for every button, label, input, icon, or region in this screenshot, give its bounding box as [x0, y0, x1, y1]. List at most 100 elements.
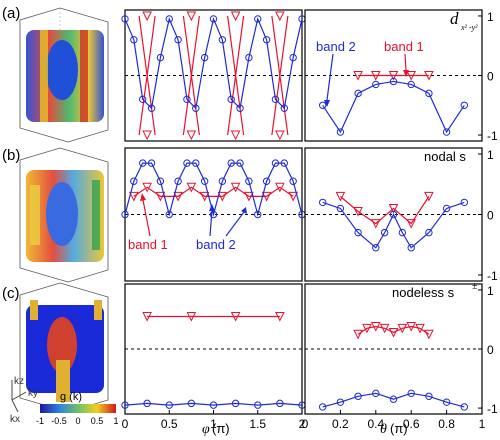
point-band1: [230, 130, 241, 141]
y-tick-label: 1: [487, 284, 494, 298]
point-band2: [147, 159, 156, 167]
x-tick-label: 0: [122, 417, 129, 431]
point-band1: [230, 312, 241, 322]
x-tick-label: 0.5: [161, 417, 178, 431]
x-tick-label: 0.2: [332, 417, 349, 431]
point-band2: [407, 389, 415, 398]
kz-label: kz: [14, 376, 24, 387]
point-band2: [262, 36, 271, 44]
y-tick-label: -1: [487, 129, 498, 143]
point-band1: [424, 191, 434, 202]
point-band2: [280, 159, 288, 167]
point-band2: [372, 80, 380, 89]
plot-b-left: [121, 147, 306, 282]
series-line-band1: [271, 15, 289, 136]
row-title-c-sup: ±: [472, 281, 478, 292]
fermi-surface-c: [19, 282, 109, 413]
point-band2: [425, 228, 433, 237]
point-band2: [336, 398, 345, 406]
colorbar-tick: -1: [36, 416, 44, 426]
y-tick-label: -1: [487, 402, 498, 416]
point-band2: [156, 53, 165, 62]
point-band1: [388, 71, 399, 81]
point-band2: [130, 36, 138, 44]
point-band2: [209, 401, 218, 409]
point-band2: [271, 159, 280, 167]
point-band2: [254, 210, 262, 219]
point-band2: [236, 104, 244, 112]
point-band1: [261, 191, 272, 202]
point-band2: [121, 15, 129, 23]
point-band2: [442, 398, 451, 406]
point-band2: [227, 159, 235, 167]
point-band2: [372, 389, 380, 398]
plot-c-right: 1 0 -1 0 0.2 0.4 0.6 0.8 1: [302, 283, 498, 431]
point-band1: [370, 71, 381, 81]
annot-band1-b: band 1: [128, 237, 168, 252]
row-title-b: nodal s: [424, 149, 466, 164]
series-line-band2: [322, 80, 465, 134]
point-band1: [129, 191, 139, 202]
point-band2: [245, 177, 253, 185]
point-band2: [231, 399, 240, 408]
x-tick-label: 0.6: [403, 417, 420, 431]
point-band1: [335, 191, 346, 202]
colorbar-tick: 1: [113, 416, 118, 426]
point-band2: [354, 392, 362, 400]
point-band1: [406, 219, 417, 229]
y-tick-label: 1: [487, 148, 494, 162]
point-band2: [372, 244, 380, 252]
point-band2: [236, 159, 244, 167]
y-tick-label: 0: [487, 343, 494, 357]
annotations: band 2 band 1 band 1 band 2: [128, 39, 424, 252]
point-band2: [200, 53, 209, 62]
annot-band2-b: band 2: [196, 237, 236, 252]
point-band2: [407, 80, 415, 89]
point-band2: [442, 204, 451, 213]
point-band2: [227, 95, 235, 104]
series-line-band1: [357, 325, 430, 335]
point-band2: [407, 244, 415, 252]
x-tick-label: 1.5: [249, 417, 266, 431]
series-line-band1: [138, 15, 156, 136]
point-band2: [192, 159, 200, 167]
colorbar-tick: 0.5: [91, 416, 104, 426]
x-tick-label: 0: [302, 417, 309, 431]
point-band1: [217, 191, 228, 202]
point-band1: [275, 11, 285, 22]
point-band2: [354, 89, 362, 98]
point-band2: [389, 210, 398, 219]
point-band2: [174, 177, 182, 185]
ky-label: ky: [28, 388, 38, 399]
point-band2: [218, 177, 227, 185]
colorbar-label: g (k): [60, 391, 82, 403]
point-band2: [442, 128, 451, 136]
point-band1: [370, 219, 381, 229]
point-band2: [209, 15, 218, 23]
point-band2: [336, 204, 345, 213]
annot-band2-a: band 2: [316, 39, 356, 54]
plot-a-left: [121, 9, 306, 142]
point-band2: [389, 395, 398, 403]
point-band2: [354, 228, 362, 237]
point-band2: [156, 177, 165, 185]
plot-c-left: 0 0.5 1 1.5 2: [121, 283, 306, 431]
point-band1: [353, 329, 363, 340]
point-band2: [336, 128, 345, 136]
point-band1: [379, 323, 390, 334]
series-line-band2: [322, 392, 465, 408]
point-band1: [424, 71, 434, 81]
colorbar-tick: -0.5: [51, 416, 67, 426]
point-band2: [276, 399, 284, 408]
point-band1: [186, 312, 197, 322]
point-band2: [460, 198, 468, 207]
point-band1: [275, 130, 285, 141]
panel-label-a: (a): [2, 5, 20, 22]
point-band1: [173, 191, 183, 202]
point-band2: [121, 210, 129, 219]
point-band1: [142, 312, 152, 322]
series-line-band2: [322, 201, 465, 249]
series-line-band2: [124, 402, 303, 406]
x-right-label-unit: (π): [390, 421, 408, 436]
point-band1: [142, 11, 152, 22]
